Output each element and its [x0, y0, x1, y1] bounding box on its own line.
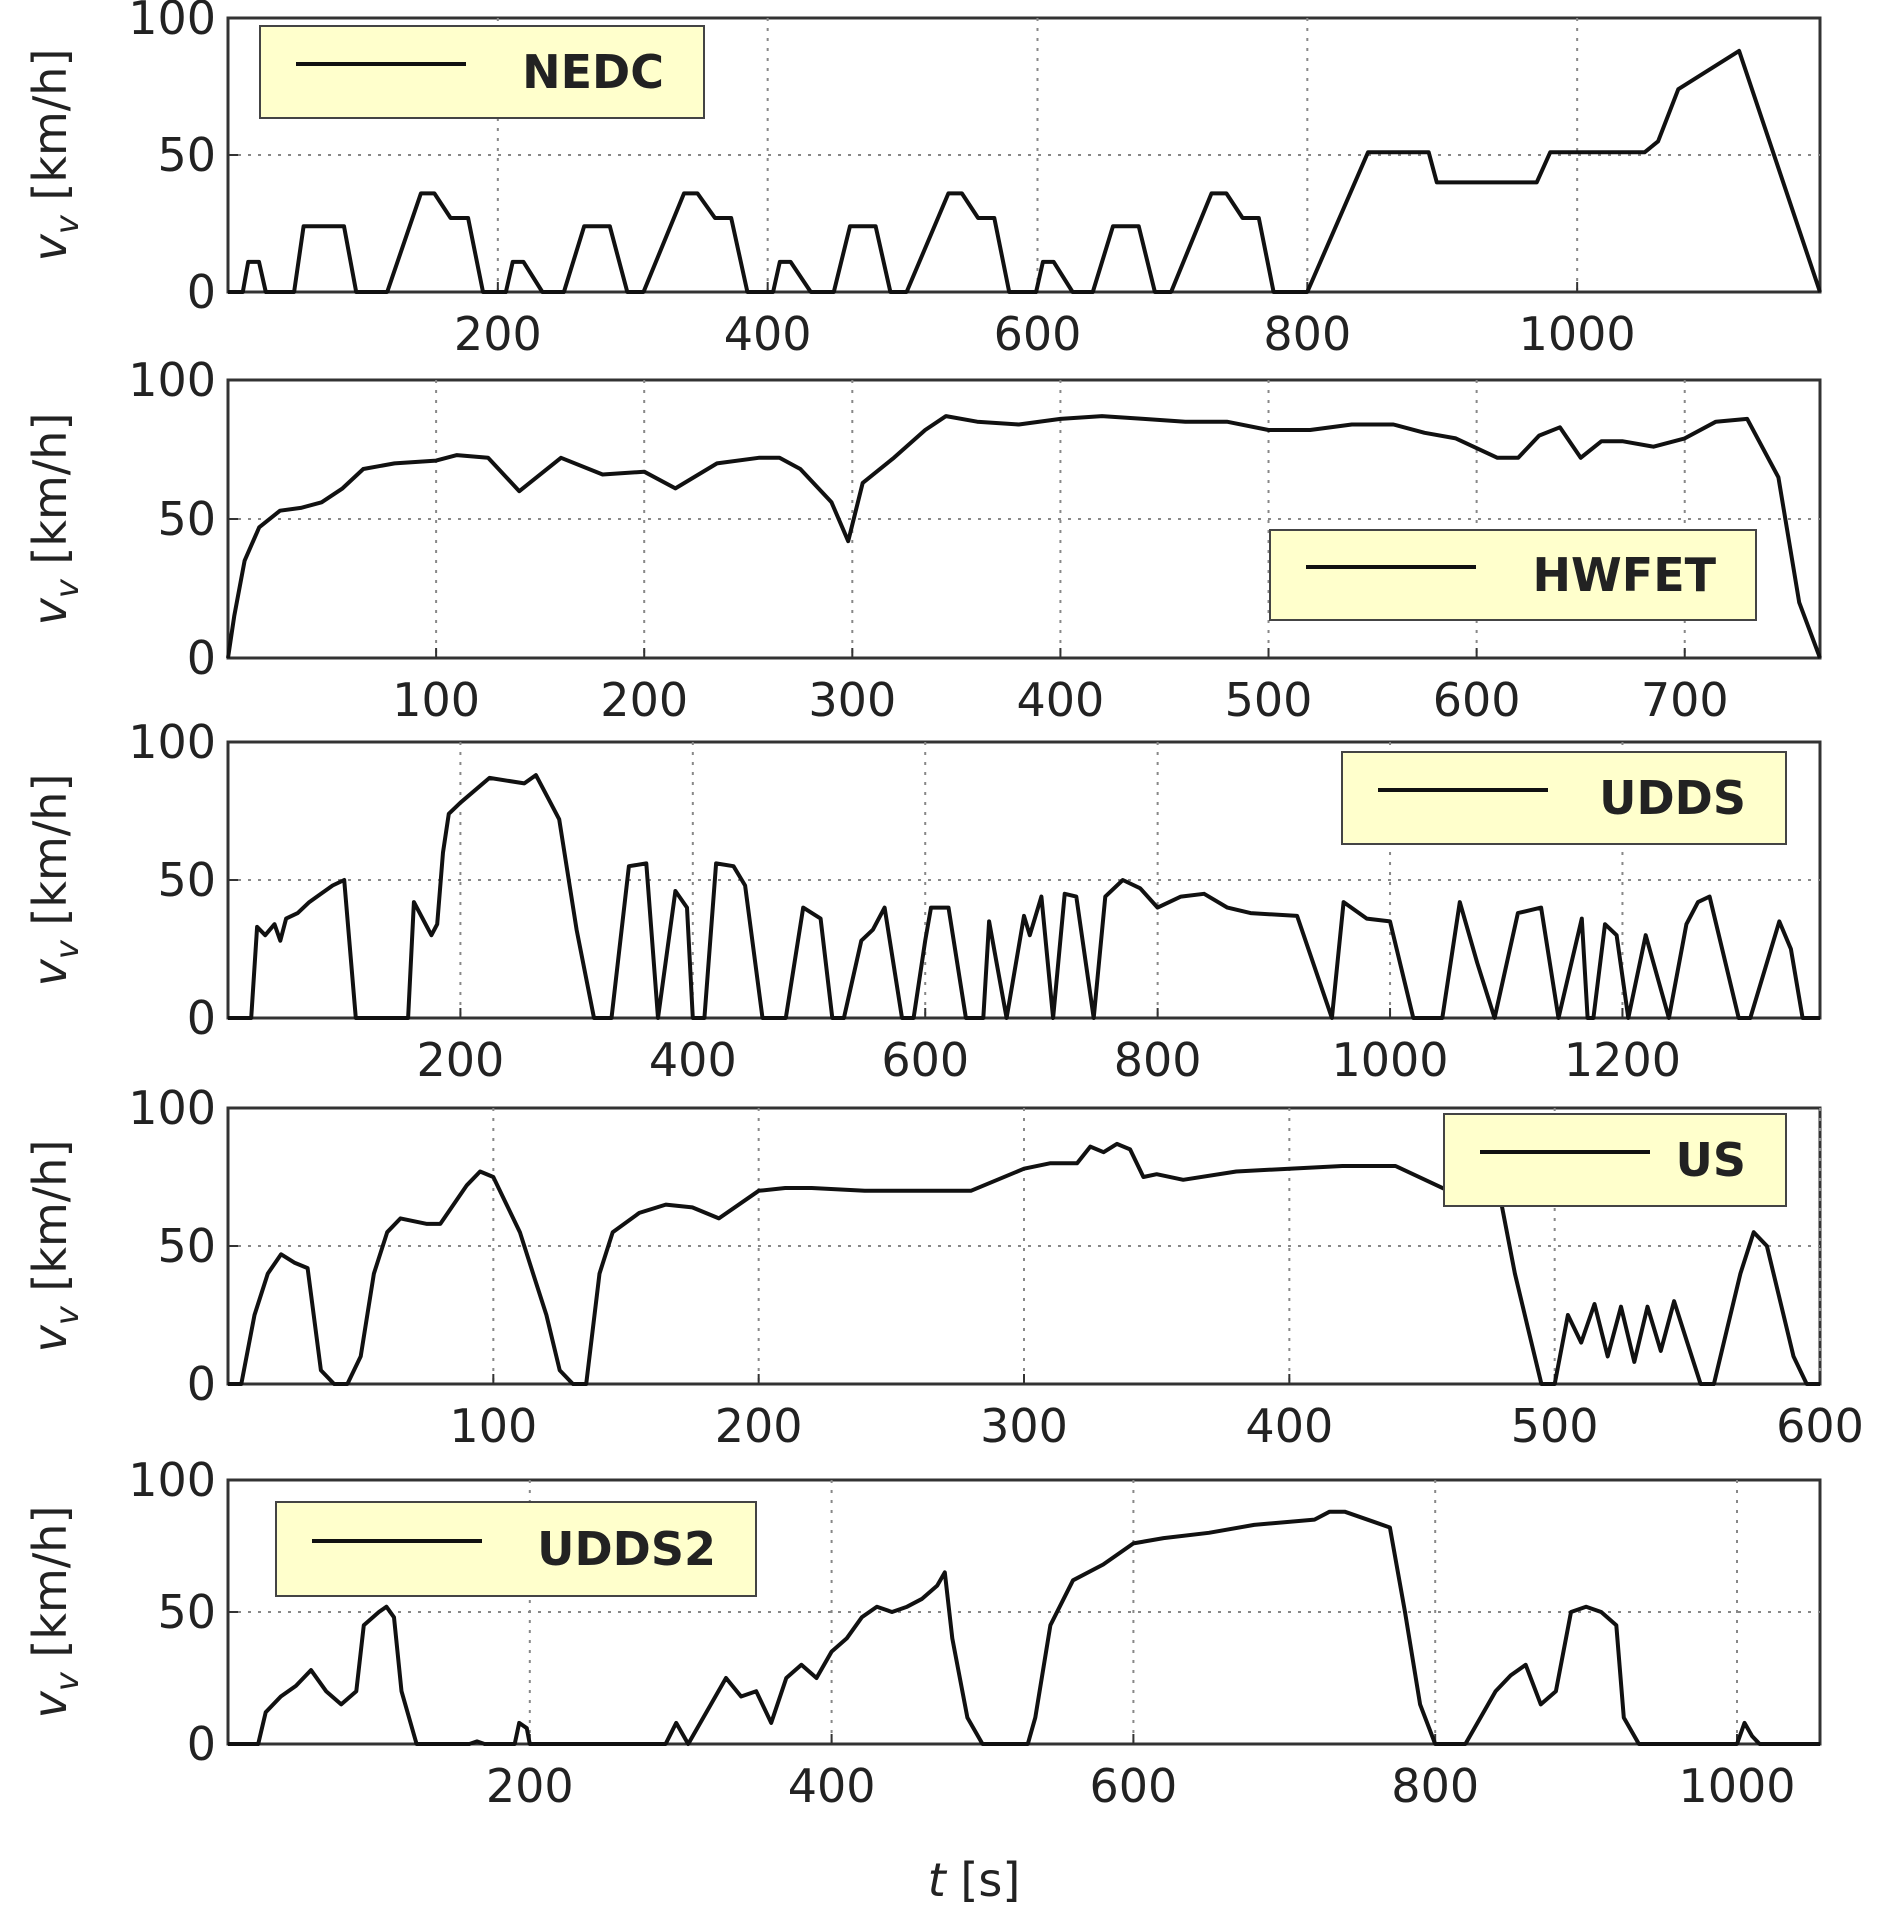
legend-us: US [1444, 1114, 1786, 1206]
panel-us: 100 200 300 400 500 600 0 50 100 vv [km/h] US [23, 1081, 1864, 1453]
x-tick-label: 600 [994, 307, 1082, 361]
y-tick-label: 0 [187, 265, 216, 319]
panel-udds: 200 400 600 800 1000 1200 0 50 100 vv [km/h] UDDS [23, 715, 1820, 1087]
legend-label: HWFET [1533, 548, 1717, 602]
x-tick-label: 800 [1391, 1759, 1479, 1813]
panel-nedc: 200 400 600 800 1000 0 50 100 vv [km/h] NEDC [23, 0, 1820, 361]
x-tick-label: 100 [449, 1399, 537, 1453]
y-axis-title: vv [km/h] [23, 49, 86, 262]
x-axis-title: t [s] [928, 1853, 1021, 1907]
x-tick-label: 200 [486, 1759, 574, 1813]
y-tick-label: 100 [128, 715, 216, 769]
x-tick-label: 100 [392, 673, 480, 727]
x-tick-label: 400 [649, 1033, 737, 1087]
y-tick-label: 100 [128, 353, 216, 407]
legend-udds2: UDDS2 [276, 1502, 756, 1596]
y-axis-title: vv [km/h] [23, 413, 86, 626]
y-tick-label: 50 [157, 128, 216, 182]
y-tick-label: 100 [128, 0, 216, 45]
panel-hwfet: 100 200 300 400 500 600 700 0 50 100 vv [km/h] HWFE… [23, 353, 1820, 727]
y-tick-label: 50 [157, 492, 216, 546]
x-tick-label: 600 [1089, 1759, 1177, 1813]
x-tick-label: 1000 [1519, 307, 1636, 361]
y-tick-label: 50 [157, 1219, 216, 1273]
x-tick-label: 800 [1263, 307, 1351, 361]
x-tick-label: 1200 [1564, 1033, 1681, 1087]
drive-cycles-figure: 200 400 600 800 1000050100vv [km/h] NEDC100 20… [0, 0, 1892, 1914]
x-tick-label: 200 [454, 307, 542, 361]
panel-udds2: 200 400 600 800 1000 0 50 100 vv [km/h] UDDS2 [23, 1453, 1820, 1813]
x-tick-label: 500 [1225, 673, 1313, 727]
x-tick-label: 600 [1776, 1399, 1864, 1453]
legend-udds: UDDS [1342, 752, 1786, 844]
x-tick-label: 600 [1433, 673, 1521, 727]
x-tick-label: 1000 [1678, 1759, 1795, 1813]
legend-label: NEDC [522, 45, 664, 99]
y-tick-label: 0 [187, 1357, 216, 1411]
x-tick-label: 600 [881, 1033, 969, 1087]
legend-hwfet: HWFET [1270, 530, 1756, 620]
legend-nedc: NEDC [260, 26, 704, 118]
y-tick-label: 0 [187, 1717, 216, 1771]
y-axis-title: vv [km/h] [23, 774, 86, 987]
y-tick-label: 0 [187, 631, 216, 685]
x-tick-label: 400 [1245, 1399, 1333, 1453]
y-tick-label: 100 [128, 1453, 216, 1507]
x-tick-label: 500 [1511, 1399, 1599, 1453]
legend-label: US [1676, 1133, 1746, 1187]
x-tick-label: 700 [1641, 673, 1729, 727]
legend-label: UDDS [1599, 771, 1746, 825]
y-tick-label: 50 [157, 853, 216, 907]
x-tick-label: 400 [788, 1759, 876, 1813]
y-tick-label: 50 [157, 1585, 216, 1639]
y-axis-title: vv [km/h] [23, 1506, 86, 1719]
x-tick-label: 400 [1017, 673, 1105, 727]
x-tick-label: 200 [600, 673, 688, 727]
x-tick-label: 300 [808, 673, 896, 727]
x-tick-label: 200 [715, 1399, 803, 1453]
y-axis-title: vv [km/h] [23, 1140, 86, 1353]
x-tick-label: 300 [980, 1399, 1068, 1453]
y-tick-label: 0 [187, 991, 216, 1045]
x-tick-label: 400 [724, 307, 812, 361]
legend-label: UDDS2 [537, 1522, 716, 1576]
x-tick-label: 200 [417, 1033, 505, 1087]
x-tick-label: 1000 [1332, 1033, 1449, 1087]
x-tick-label: 800 [1114, 1033, 1202, 1087]
y-tick-label: 100 [128, 1081, 216, 1135]
